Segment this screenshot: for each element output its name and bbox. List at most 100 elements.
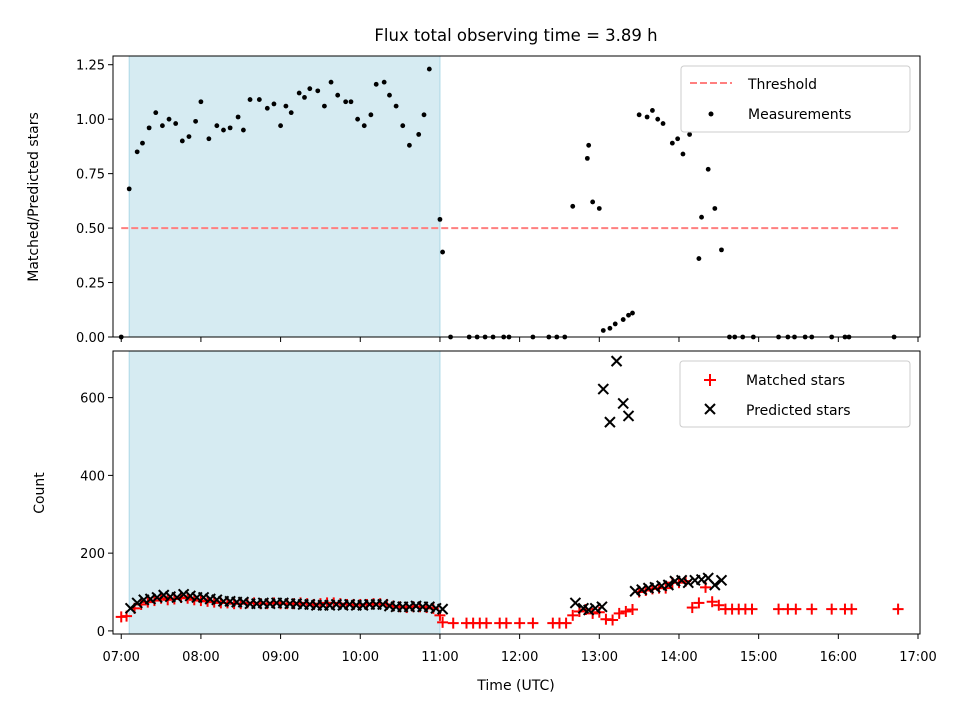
measurements-point xyxy=(426,66,432,72)
matched-stars-point xyxy=(846,603,858,615)
measurements-point xyxy=(586,142,592,148)
measurements-point xyxy=(368,112,374,118)
measurements-point xyxy=(355,116,361,122)
measurements-point xyxy=(134,149,140,155)
matched-stars-point xyxy=(437,616,449,628)
matched-stars-point xyxy=(500,617,512,629)
measurements-point xyxy=(160,123,165,129)
top-y-tick-label: 0.25 xyxy=(76,277,105,292)
measurements-point xyxy=(179,138,185,144)
matched-stars-point xyxy=(746,603,758,615)
measurements-point xyxy=(381,79,387,85)
predicted-stars-point xyxy=(649,581,661,594)
x-tick-label: 08:00 xyxy=(182,650,219,665)
measurements-point xyxy=(271,101,277,107)
bottom-y-tick-label: 200 xyxy=(80,547,105,562)
measurements-point xyxy=(680,151,686,157)
measurements-point xyxy=(712,206,718,211)
matched-stars-point xyxy=(567,609,579,621)
predicted-stars-point xyxy=(436,603,449,615)
measurements-point xyxy=(584,155,590,161)
bottom-legend: Matched stars Predicted stars xyxy=(679,360,911,428)
predicted-stars-point xyxy=(597,383,609,395)
measurements-point xyxy=(675,136,681,142)
measurements-point xyxy=(596,206,602,211)
top-axes-frame xyxy=(112,55,921,338)
measurements-point xyxy=(302,94,307,100)
predicted-stars-point xyxy=(662,579,675,591)
x-tick-label: 09:00 xyxy=(262,650,299,665)
matched-stars-point xyxy=(514,617,526,629)
predicted-stars-point xyxy=(237,596,250,608)
measurements-point xyxy=(570,203,576,209)
matched-stars-point xyxy=(613,607,625,619)
top-legend: Threshold Measurements xyxy=(680,65,911,133)
measurements-point xyxy=(660,121,666,126)
measurements-point xyxy=(416,132,422,137)
measurements-point xyxy=(630,310,635,316)
measurements-point xyxy=(256,97,262,102)
measurements-point xyxy=(173,121,179,126)
matched-stars-point xyxy=(620,605,632,617)
measurements-point xyxy=(186,134,192,139)
measurements-point xyxy=(247,97,253,102)
measurements-point xyxy=(322,103,327,109)
bottom-y-tick-label: 600 xyxy=(80,392,105,407)
matched-stars-point xyxy=(686,602,698,614)
predicted-stars-point xyxy=(709,579,721,591)
predicted-stars-point xyxy=(177,588,190,601)
matched-stars-point xyxy=(892,603,904,615)
top-y-tick-label: 0.50 xyxy=(76,222,105,237)
matched-stars-point xyxy=(693,597,705,609)
predicted-stars-legend-label: Predicted stars xyxy=(746,403,851,419)
x-tick-label: 13:00 xyxy=(581,650,618,665)
predicted-stars-point xyxy=(604,416,616,428)
top-observing-window xyxy=(128,55,441,338)
top-y-tick-label: 1.00 xyxy=(76,113,105,128)
predicted-stars-point xyxy=(596,601,608,613)
matched-stars-point xyxy=(713,599,725,611)
measurements-point xyxy=(264,105,270,111)
bottom-y-tick-label: 400 xyxy=(80,469,105,484)
predicted-stars-point xyxy=(582,604,595,616)
matched-stars-point xyxy=(773,603,785,615)
x-tick-label: 12:00 xyxy=(501,650,538,665)
predicted-stars-point xyxy=(610,355,623,367)
matched-stars-point xyxy=(826,603,838,615)
measurements-point xyxy=(307,86,313,92)
matched-stars-point xyxy=(607,614,619,626)
measurements-point xyxy=(600,328,606,333)
matched-stars-point xyxy=(447,617,459,629)
top-y-tick-label: 0.00 xyxy=(76,331,105,346)
matched-stars-point xyxy=(806,603,818,615)
measurements-point xyxy=(348,99,354,105)
predicted-stars-point xyxy=(158,589,170,601)
measurements-point xyxy=(719,247,724,253)
top-y-tick-label: 1.25 xyxy=(76,59,105,74)
predicted-stars-point xyxy=(695,573,708,586)
predicted-stars-point xyxy=(617,397,629,410)
matched-stars-legend-marker xyxy=(704,374,716,386)
x-tick-label: 17:00 xyxy=(899,650,936,665)
measurements-point xyxy=(166,116,172,122)
measurements-point xyxy=(235,114,241,120)
matched-stars-point xyxy=(706,596,718,608)
predicted-stars-point xyxy=(569,597,582,609)
measurements-point xyxy=(636,112,642,118)
matched-stars-point xyxy=(560,617,572,629)
predicted-stars-point xyxy=(682,576,694,589)
x-tick-label: 15:00 xyxy=(740,650,777,665)
measurements-point xyxy=(650,108,655,113)
measurements-point xyxy=(699,214,704,220)
measurements-legend-marker xyxy=(708,111,714,117)
measurements-point xyxy=(626,312,631,318)
predicted-stars-point xyxy=(144,593,157,605)
measurements-point xyxy=(315,88,321,94)
threshold-legend-label: Threshold xyxy=(747,77,817,93)
predicted-stars-point xyxy=(171,591,183,604)
matched-stars-point xyxy=(626,604,638,616)
measurements-point xyxy=(146,125,152,131)
measurements-point xyxy=(335,92,341,98)
measurements-point xyxy=(655,116,661,122)
